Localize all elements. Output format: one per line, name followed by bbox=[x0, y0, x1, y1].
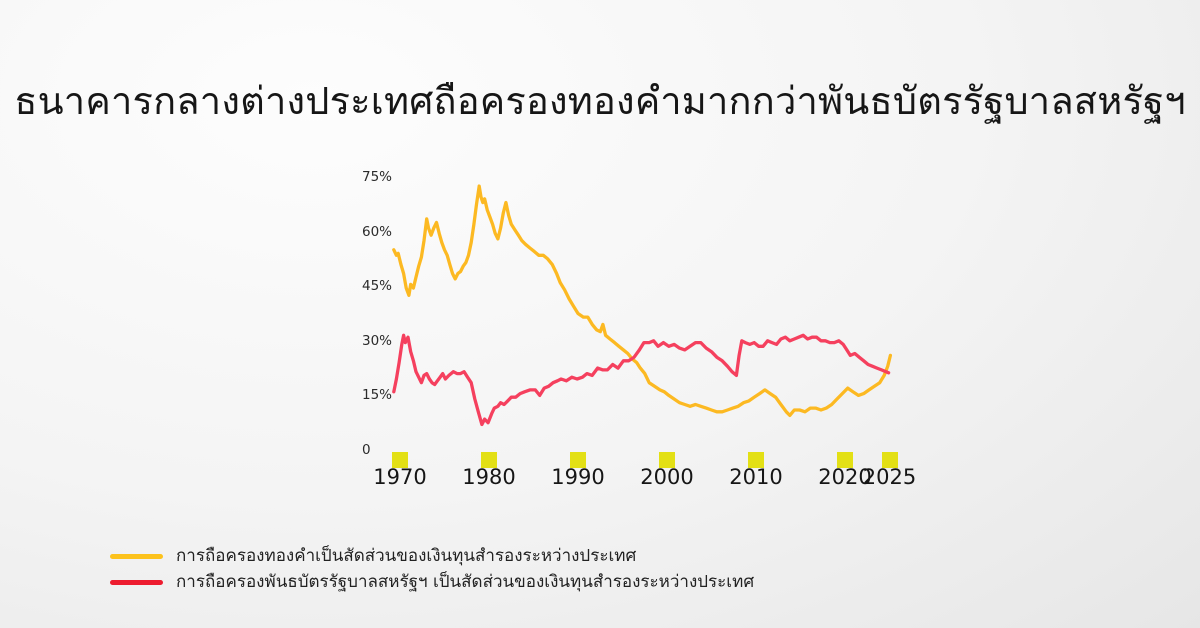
x-tick-marker-2010 bbox=[748, 452, 764, 468]
y-tick-label-30: 30% bbox=[362, 332, 393, 349]
x-tick-label-2000: 2000 bbox=[640, 465, 694, 489]
y-tick-label-60: 60% bbox=[362, 223, 393, 240]
x-tick-marker-2020 bbox=[837, 452, 853, 468]
gold-share-line bbox=[392, 184, 893, 418]
x-tick-marker-1980 bbox=[481, 452, 497, 468]
x-tick-label-2020: 2020 bbox=[818, 465, 872, 489]
y-tick-label-0: 0 bbox=[362, 442, 371, 458]
chart-title: ธนาคารกลางต่างประเทศถือครองทองคำมากกว่าพ… bbox=[14, 79, 1186, 123]
legend-label-gold: การถือครองทองคำเป็นสัดส่วนของเงินทุนสำรอ… bbox=[176, 545, 637, 566]
x-tick-label-1990: 1990 bbox=[551, 465, 605, 489]
legend-label-treasury: การถือครองพันธบัตรรัฐบาลสหรัฐฯ เป็นสัดส่… bbox=[176, 571, 755, 592]
x-tick-marker-1990 bbox=[570, 452, 586, 468]
x-tick-label-2025: 2025 bbox=[862, 465, 917, 489]
x-tick-marker-2000 bbox=[659, 452, 675, 468]
x-tick-marker-2025 bbox=[881, 452, 898, 468]
chart-legend: การถือครองทองคำเป็นสัดส่วนของเงินทุนสำรอ… bbox=[110, 544, 754, 594]
treasury-share-line bbox=[392, 333, 891, 427]
legend-swatch-gold bbox=[110, 553, 163, 559]
x-tick-label-1970: 1970 bbox=[373, 465, 427, 489]
y-tick-label-45: 45% bbox=[362, 278, 393, 295]
y-tick-label-75: 75% bbox=[362, 169, 393, 185]
y-tick-label-15: 15% bbox=[362, 387, 393, 404]
x-tick-label-2010: 2010 bbox=[729, 465, 783, 489]
legend-swatch-treasury bbox=[110, 579, 163, 585]
legend-item-gold: การถือครองทองคำเป็นสัดส่วนของเงินทุนสำรอ… bbox=[110, 544, 754, 568]
x-tick-label-1980: 1980 bbox=[462, 465, 516, 489]
x-tick-marker-1970 bbox=[392, 452, 408, 468]
legend-item-treasury: การถือครองพันธบัตรรัฐบาลสหรัฐฯ เป็นสัดส่… bbox=[110, 570, 754, 594]
